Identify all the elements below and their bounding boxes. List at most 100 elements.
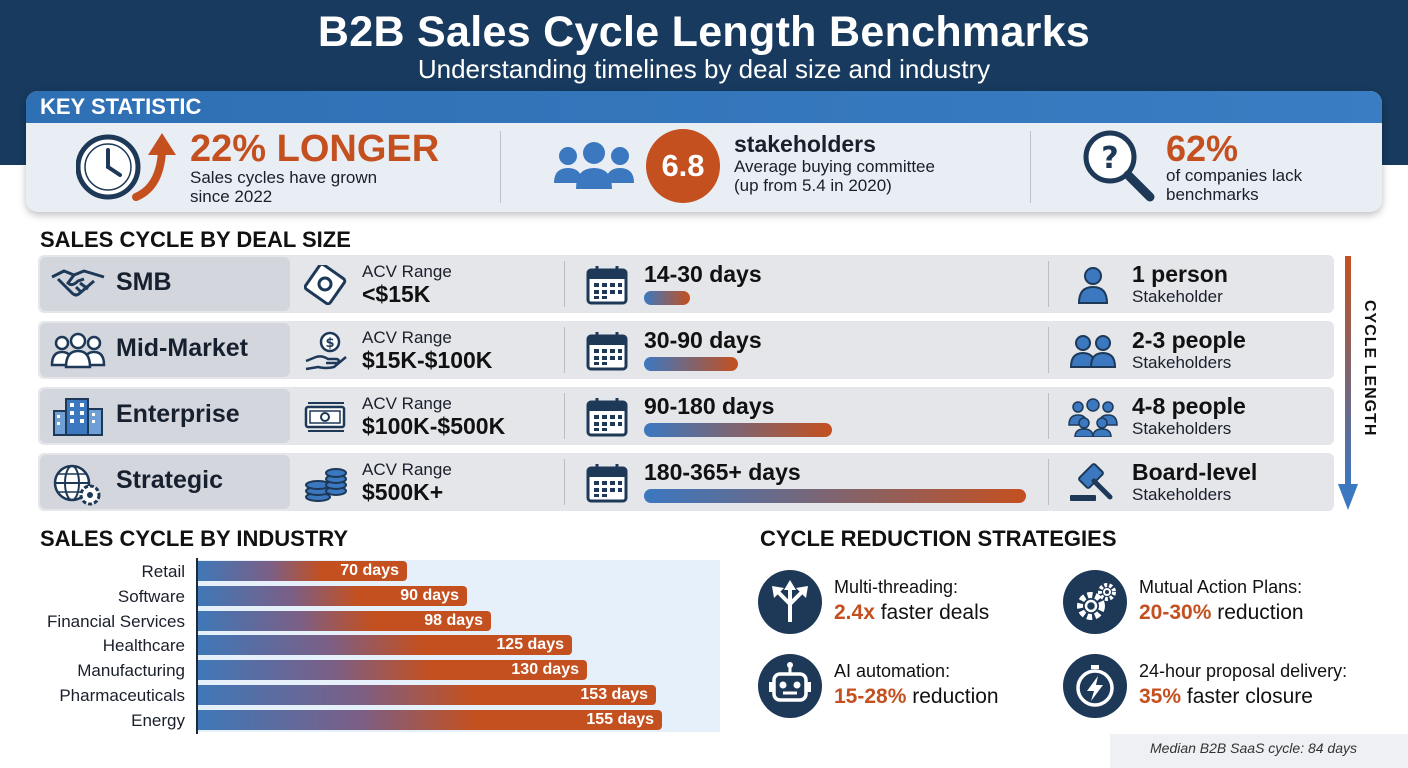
key-statistic-heading: KEY STATISTIC (40, 94, 202, 119)
stakeholder-count: 4-8 people (1132, 393, 1246, 419)
deal-row-strategic: Strategic ACV Range $500K+ 180-365+ days… (38, 453, 1334, 511)
industry-category-label: Retail (141, 562, 185, 581)
row-divider (564, 459, 565, 505)
stakeholder-caption: Stakeholders (1132, 419, 1232, 438)
footnote-box (1110, 734, 1408, 768)
industry-bar (197, 710, 662, 730)
acv-caption: ACV Range (362, 460, 452, 479)
stakeholder-count: Board-level (1132, 459, 1258, 485)
page-subtitle: Understanding timelines by deal size and… (417, 54, 991, 84)
industry-bar-value-label: 153 days (580, 686, 648, 703)
acv-range: $15K-$100K (362, 347, 493, 373)
stat-divider (500, 131, 501, 203)
stat-stakeholders-text-1: Average buying committee (734, 157, 935, 176)
page-title: B2B Sales Cycle Length Benchmarks (317, 8, 1091, 56)
group-icon (1068, 398, 1118, 437)
industry-category-label: Energy (131, 711, 185, 730)
stat-growth-value: 22% LONGER (190, 128, 440, 170)
calendar-icon (586, 332, 628, 371)
deal-row-enterprise: Enterprise ACV Range $100K-$500K 90-180 … (38, 387, 1334, 445)
svg-text:?: ? (1101, 141, 1118, 176)
deal-segment-label: Mid-Market (116, 334, 248, 362)
gavel-icon (1070, 463, 1113, 501)
stat-divider (1030, 131, 1031, 203)
stat-stakeholders-headline: stakeholders (734, 131, 876, 157)
industry-category-label: Software (117, 587, 185, 606)
strategy-highlight: 15-28% (834, 685, 907, 708)
strategy-highlight: 35% (1139, 685, 1182, 708)
acv-caption: ACV Range (362, 262, 452, 281)
stopwatch-bolt-icon (1076, 665, 1114, 707)
acv-range: <$15K (362, 281, 431, 307)
industry-bar-value-label: 130 days (511, 661, 579, 678)
industry-bar (197, 685, 656, 705)
robot-icon (769, 662, 811, 702)
stat-growth-text-1: Sales cycles have grown (190, 168, 378, 187)
key-statistic-header: KEY STATISTIC (26, 91, 1382, 123)
stakeholder-caption: Stakeholder (1132, 287, 1223, 306)
cycle-length-label: CYCLE LENGTH (1361, 300, 1378, 437)
key-statistic-card: KEY STATISTIC 22% LONGER Sales cycles ha… (26, 91, 1382, 212)
industry-category-label: Financial Services (47, 612, 185, 631)
building-icon (53, 398, 103, 436)
cycle-bar (644, 423, 832, 437)
people-icon (50, 332, 106, 369)
deal-row-smb: SMB ACV Range <$15K 14-30 days 1 person … (38, 255, 1334, 313)
strategy-value-rest: reduction (906, 685, 999, 708)
industry-bar-value-label: 155 days (586, 711, 654, 728)
row-divider (564, 327, 565, 373)
handshake-icon (51, 269, 105, 297)
strategy-label: Multi-threading: (834, 577, 959, 597)
industry-bar (197, 561, 407, 581)
magnifier-question-icon: ? (1083, 130, 1155, 202)
strategy-icon-circle (1063, 654, 1127, 718)
coin-stack-icon (305, 468, 347, 502)
industry-bar (197, 586, 467, 606)
strategy-value: 20-30% reduction (1139, 601, 1304, 625)
deal-segment-label: Strategic (116, 466, 223, 494)
industry-bar-value-label: 70 days (340, 562, 399, 579)
calendar-icon (586, 266, 628, 305)
strategy-value-rest: faster closure (1181, 685, 1313, 708)
banknote-stack-icon (304, 402, 346, 432)
acv-caption: ACV Range (362, 394, 452, 413)
industry-bar (197, 635, 572, 655)
industry-bar (197, 611, 491, 631)
cycle-days: 90-180 days (644, 393, 775, 419)
deal-size-heading: SALES CYCLE BY DEAL SIZE (40, 227, 351, 252)
acv-caption: ACV Range (362, 328, 452, 347)
stat-benchmarks-value: 62% (1166, 128, 1239, 169)
split-arrows-icon (772, 580, 808, 622)
strategy-highlight: 20-30% (1139, 601, 1212, 624)
strategy-label: Mutual Action Plans: (1139, 577, 1303, 597)
group-icon (554, 142, 634, 189)
deal-row-mid-market: Mid-Market $ ACV Range $15K-$100K 30-90 … (38, 321, 1334, 379)
footnote: Median B2B SaaS cycle: 84 days (1150, 740, 1358, 756)
hand-coin-icon: $ (305, 331, 347, 371)
cycle-days: 180-365+ days (644, 459, 801, 485)
strategy-highlight: 2.4x (834, 601, 875, 624)
stakeholder-count-badge: 6.8 (646, 129, 720, 203)
money-icon (304, 265, 347, 305)
cycle-bar (644, 357, 738, 371)
cycle-length-arrow (1338, 256, 1358, 510)
calendar-icon (586, 398, 628, 437)
gears-icon (1077, 583, 1116, 620)
industry-y-axis (196, 558, 198, 734)
strategy-label: 24-hour proposal delivery: (1139, 661, 1348, 681)
clock-up-arrow-icon (76, 133, 176, 201)
deal-segment-label: SMB (116, 268, 172, 296)
svg-text:$: $ (325, 336, 334, 351)
globe-gear-icon (53, 464, 101, 506)
row-divider (1048, 459, 1049, 505)
deal-segment-label: Enterprise (116, 400, 240, 428)
industry-bar-value-label: 125 days (496, 636, 564, 653)
stakeholder-count: 2-3 people (1132, 327, 1246, 353)
person-icon (1077, 267, 1109, 304)
row-divider (564, 393, 565, 439)
acv-range: $100K-$500K (362, 413, 506, 439)
cycle-days: 14-30 days (644, 261, 762, 287)
strategy-value: 2.4x faster deals (834, 601, 989, 625)
industry-bar-value-label: 98 days (424, 612, 483, 629)
stakeholder-caption: Stakeholders (1132, 353, 1232, 372)
